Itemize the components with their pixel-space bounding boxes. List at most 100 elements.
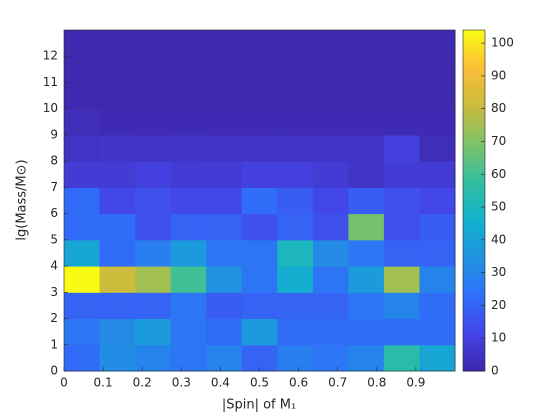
colorbar-segment [463, 155, 485, 159]
cell [206, 82, 243, 110]
cell [170, 187, 207, 215]
cell [419, 134, 456, 162]
cell [419, 292, 456, 320]
colorbar-tick-label: 10 [491, 331, 506, 345]
colorbar-segment [463, 243, 485, 247]
cell [99, 318, 136, 346]
colorbar-segment [463, 263, 485, 267]
cell [419, 30, 456, 57]
colorbar-frame [462, 29, 486, 372]
y-tick-label: 2 [50, 311, 58, 325]
cell [312, 213, 349, 241]
y-tick-label: 6 [50, 206, 58, 220]
cell [348, 266, 385, 293]
cell [383, 344, 420, 372]
colorbar-segment [463, 305, 485, 309]
colorbar-segment [463, 214, 485, 219]
colorbar-segment [463, 265, 485, 270]
colorbar-segment [463, 41, 485, 45]
cell [312, 266, 349, 293]
colorbar-segment [463, 72, 485, 76]
cell [64, 134, 101, 162]
cell [312, 82, 349, 110]
cell [135, 187, 172, 215]
cell [383, 161, 420, 188]
colorbar-segment [463, 109, 485, 113]
x-tick-label: 0.1 [94, 376, 113, 390]
cell [241, 161, 278, 188]
colorbar-segment [463, 58, 485, 62]
cell [99, 239, 136, 267]
cell [383, 213, 420, 241]
cell [348, 292, 385, 320]
x-tick-label: 0 [60, 376, 68, 390]
x-tick-label: 0.3 [172, 376, 191, 390]
colorbar-segment [463, 115, 485, 119]
cell [135, 82, 172, 110]
colorbar-segment [463, 152, 485, 156]
colorbar-segment [463, 66, 485, 71]
y-tick-label: 7 [50, 180, 58, 194]
cell [383, 56, 420, 83]
colorbar-segment [463, 143, 485, 148]
cell [383, 187, 420, 215]
colorbar-segment [463, 120, 485, 125]
cell [64, 161, 101, 188]
cell [348, 82, 385, 110]
colorbar-segment [463, 149, 485, 153]
cell [241, 318, 278, 346]
colorbar-segment [463, 103, 485, 108]
cell [277, 108, 314, 136]
colorbar-tick-label: 20 [491, 298, 506, 312]
cell [64, 108, 101, 136]
colorbar-segment [463, 308, 485, 312]
cell [348, 213, 385, 241]
colorbar-segment [463, 64, 485, 68]
cell [135, 213, 172, 241]
cell [383, 30, 420, 57]
cell [170, 108, 207, 136]
colorbar-segment [463, 359, 485, 363]
colorbar-segment [463, 297, 485, 301]
cell [312, 161, 349, 188]
colorbar-segment [463, 75, 485, 79]
y-tick-label: 12 [43, 49, 58, 63]
cell [206, 213, 243, 241]
colorbar-tick-label: 40 [491, 232, 506, 246]
colorbar-segment [463, 112, 485, 116]
colorbar-segment [463, 95, 485, 99]
colorbar-segment [463, 209, 485, 213]
colorbar-segment [463, 231, 485, 236]
cell [277, 82, 314, 110]
cell [135, 56, 172, 83]
cell [170, 82, 207, 110]
colorbar-segment [463, 336, 485, 341]
cell [206, 344, 243, 372]
colorbar-tick-label: 90 [491, 68, 506, 82]
cell [348, 108, 385, 136]
colorbar-segment [463, 339, 485, 344]
cell [170, 213, 207, 241]
colorbar-segment [463, 285, 485, 290]
colorbar-segment [463, 47, 485, 51]
colorbar-segment [463, 351, 485, 355]
cell [277, 239, 314, 267]
colorbar-segment [463, 325, 485, 329]
cell [383, 134, 420, 162]
colorbar-segment [463, 169, 485, 173]
colorbar-segment [463, 86, 485, 91]
cell [135, 134, 172, 162]
colorbar-segment [463, 322, 485, 327]
cell [64, 318, 101, 346]
cell [348, 134, 385, 162]
colorbar-segment [463, 319, 485, 324]
cell [419, 187, 456, 215]
colorbar-tick-label: 80 [491, 101, 506, 115]
cell [277, 30, 314, 57]
colorbar-segment [463, 342, 485, 346]
cell [312, 318, 349, 346]
y-tick-label: 0 [50, 364, 58, 378]
colorbar-segment [463, 89, 485, 94]
colorbar-segment [463, 228, 485, 233]
